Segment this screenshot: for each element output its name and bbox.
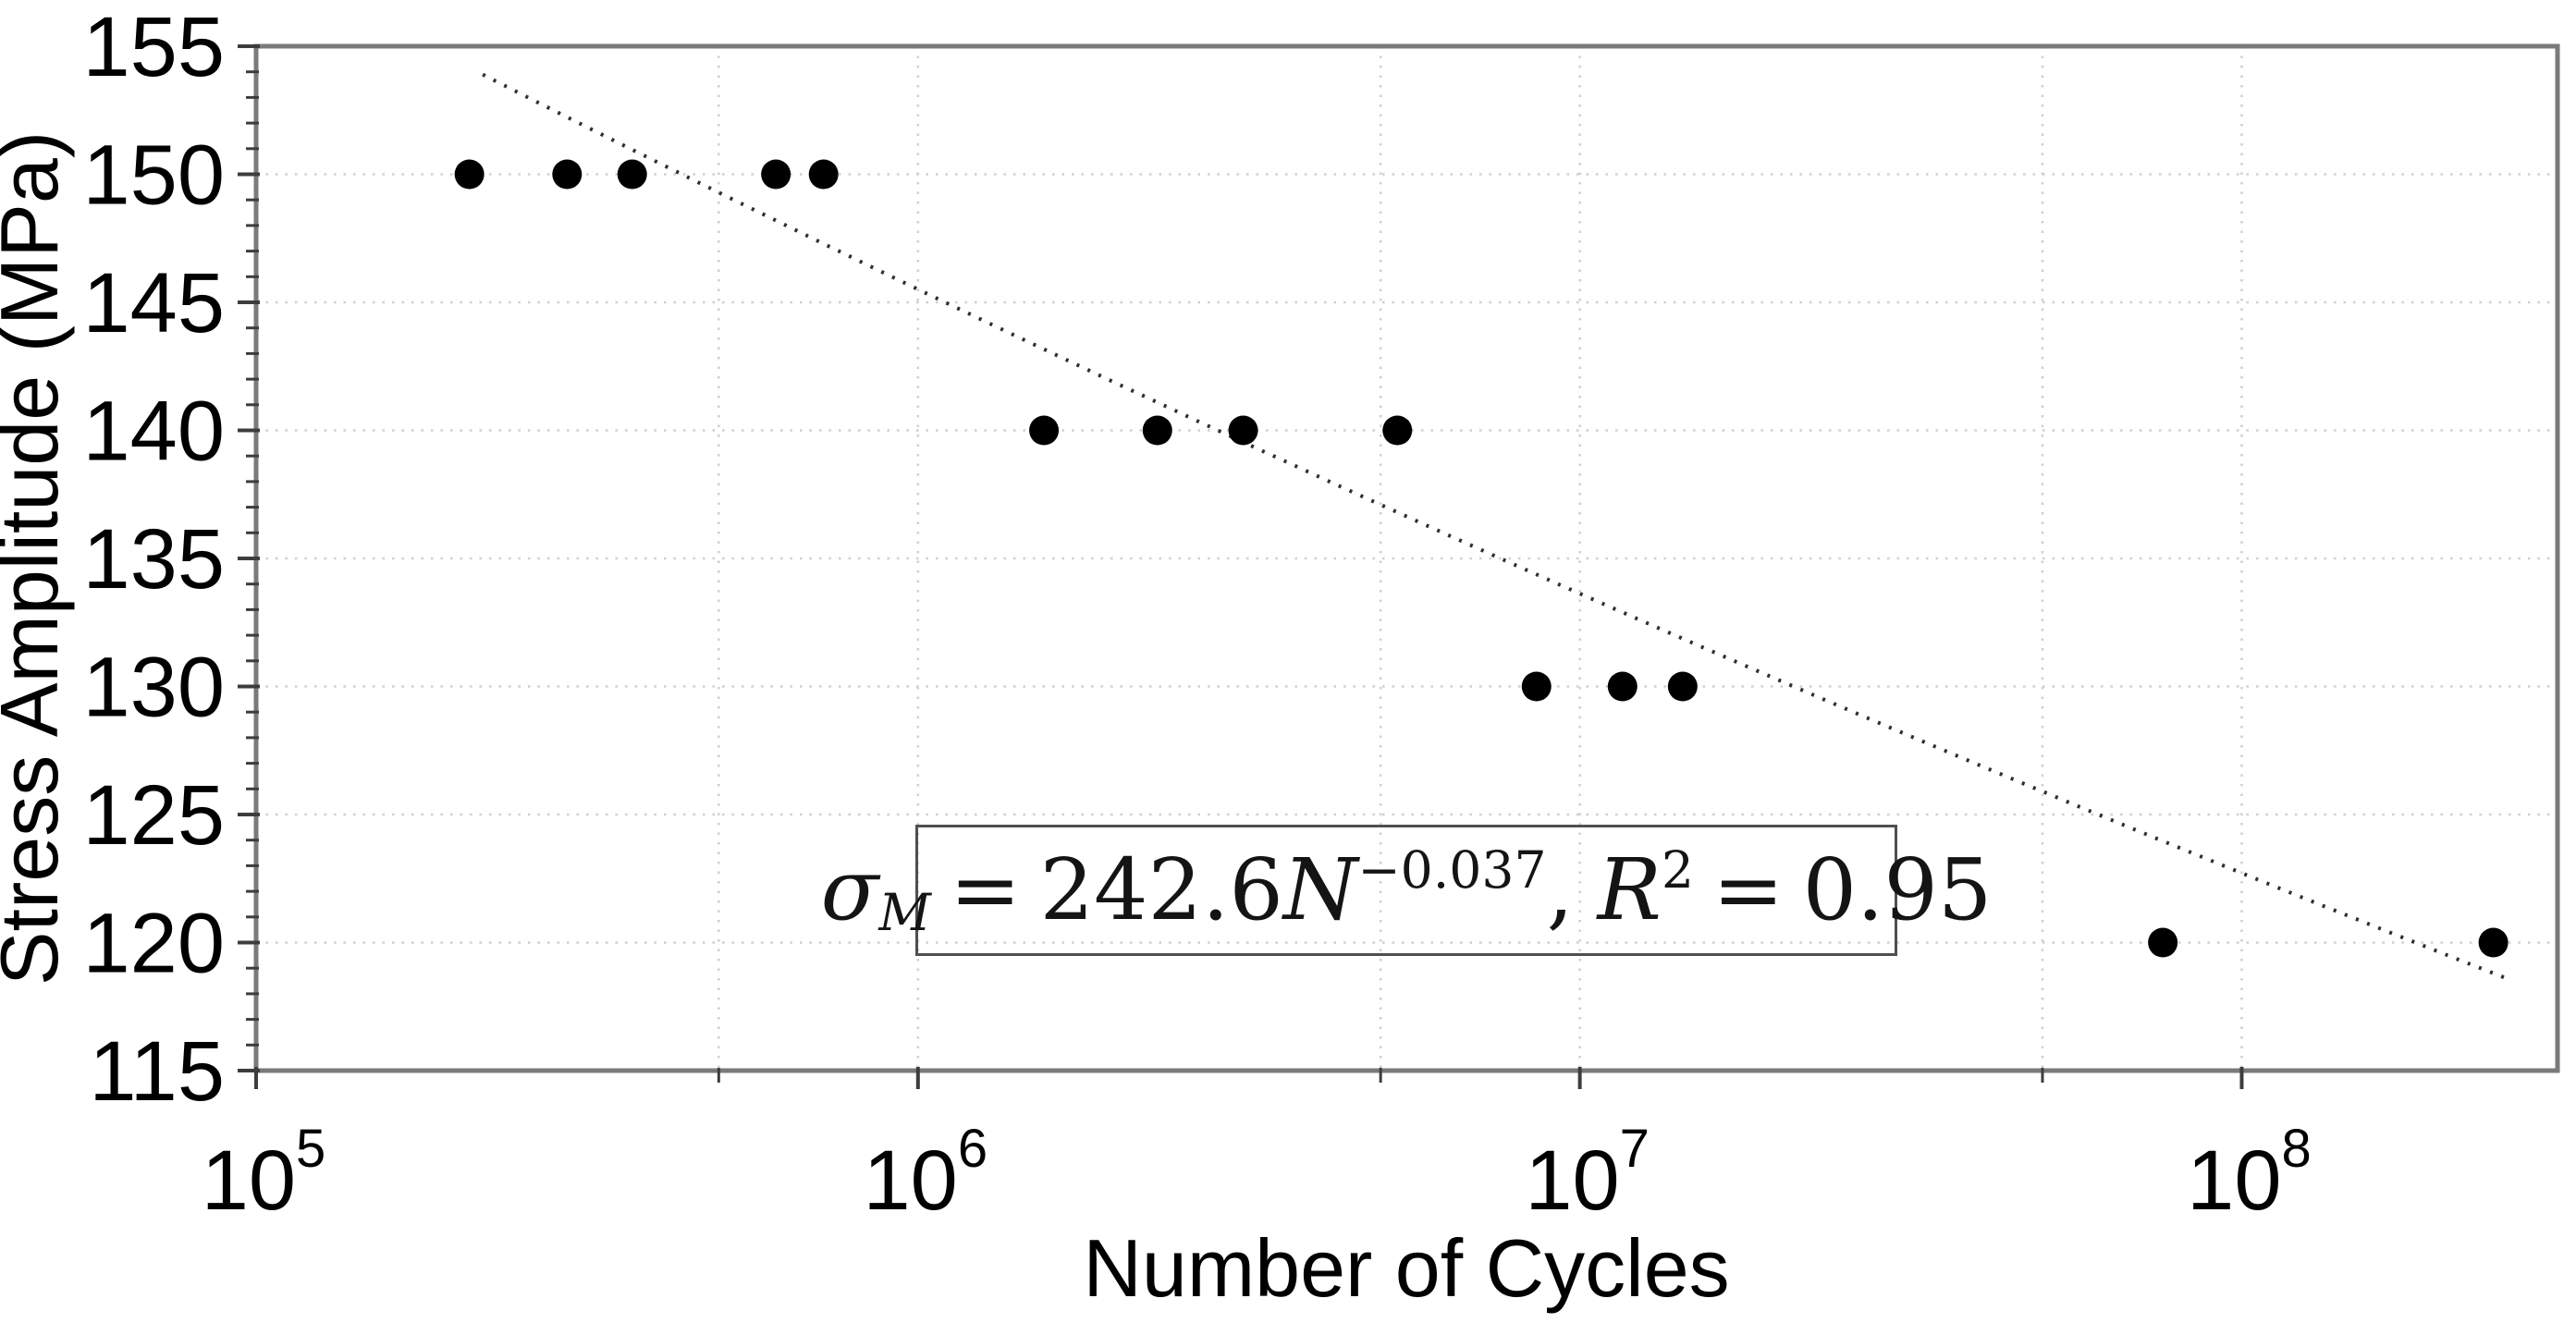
x-tick-label: 107 xyxy=(1525,1119,1650,1228)
r-squared-exponent: 2 xyxy=(1661,840,1695,900)
ticks-layer xyxy=(238,44,2244,1089)
x-axis-title: Number of Cycles xyxy=(1083,1222,1729,1314)
tick-labels-layer: 115 120 125 130 135 140 145 150 155 105 106 107 108 xyxy=(83,0,2312,1228)
data-point xyxy=(1029,415,1060,446)
fit-equation-text: σM = 242.6N−0.037, R2 = 0.95 xyxy=(821,845,1993,939)
x-tick-label: 108 xyxy=(2187,1119,2312,1228)
y-tick-label: 135 xyxy=(83,512,226,606)
r-equals-sign: = xyxy=(1712,840,1785,939)
y-tick-label: 150 xyxy=(83,129,226,223)
y-tick-label: 125 xyxy=(83,768,226,863)
x-tick-label: 105 xyxy=(202,1119,326,1228)
y-tick-label: 155 xyxy=(83,0,226,94)
data-point xyxy=(808,159,839,190)
sigma-subscript: M xyxy=(878,884,931,944)
data-point xyxy=(454,159,485,190)
sigma-symbol: σ xyxy=(820,840,879,939)
y-tick-label: 115 xyxy=(89,1024,225,1119)
data-point xyxy=(552,159,583,190)
fit-exponent: −0.037 xyxy=(1357,840,1547,900)
data-point xyxy=(2148,927,2178,958)
cycles-variable: N xyxy=(1282,840,1358,939)
equals-sign: = xyxy=(950,840,1022,939)
fit-coefficient: 242.6 xyxy=(1039,840,1283,939)
y-tick-label: 120 xyxy=(83,897,226,991)
y-axis-title: Stress Amplitude (MPa) xyxy=(0,131,75,986)
y-tick-label: 145 xyxy=(83,256,226,350)
data-point xyxy=(1607,671,1638,702)
data-point xyxy=(1521,671,1552,702)
y-tick-label: 140 xyxy=(83,385,226,479)
data-point xyxy=(1382,415,1413,446)
data-point xyxy=(2478,927,2509,958)
data-point xyxy=(1142,415,1172,446)
data-points-layer xyxy=(454,159,2509,958)
r-squared-value: 0.95 xyxy=(1802,840,1993,939)
data-point xyxy=(1667,671,1698,702)
x-tick-label: 106 xyxy=(864,1119,988,1228)
data-point xyxy=(1228,415,1258,446)
comma-separator: , xyxy=(1546,840,1574,939)
data-point xyxy=(617,159,647,190)
y-tick-label: 130 xyxy=(83,641,226,735)
r-symbol: R xyxy=(1597,840,1662,939)
fit-equation-box: σM = 242.6N−0.037, R2 = 0.95 xyxy=(821,825,1992,956)
data-point xyxy=(761,159,791,190)
